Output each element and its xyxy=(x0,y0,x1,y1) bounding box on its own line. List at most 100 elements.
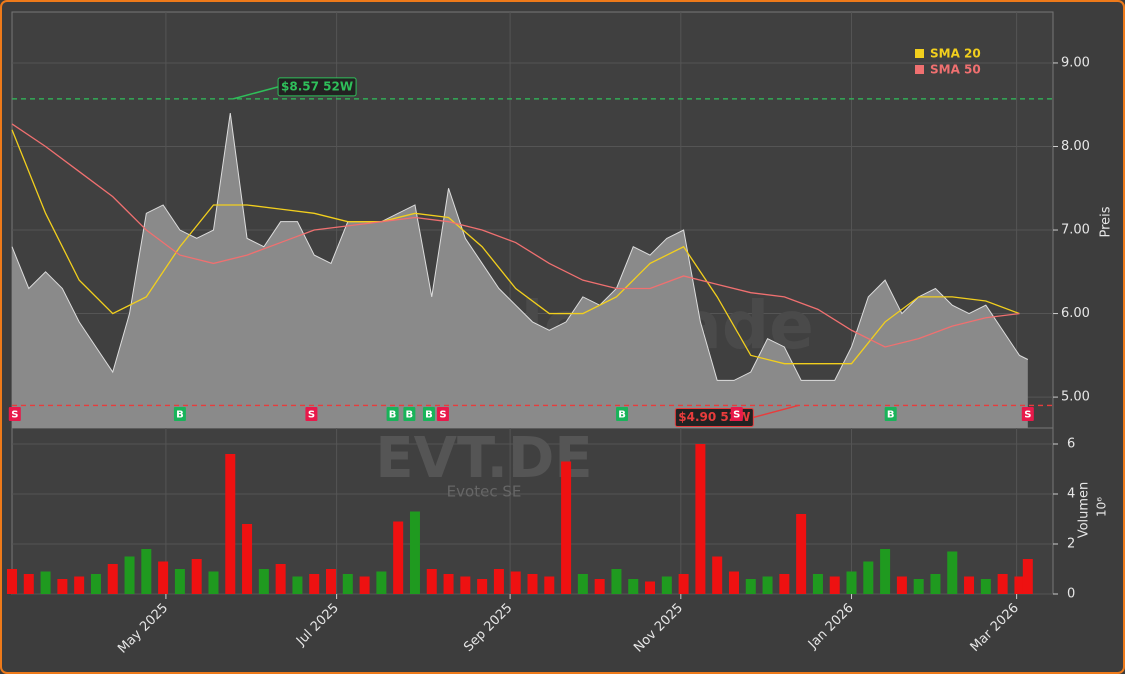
volume-bar xyxy=(1022,559,1033,594)
volume-bar xyxy=(7,569,17,594)
annotation-arrow xyxy=(753,404,799,419)
price-line xyxy=(11,113,1029,381)
volume-bar xyxy=(57,579,68,594)
volume-bar xyxy=(107,564,118,594)
volume-bar xyxy=(712,556,723,594)
volume-bar xyxy=(594,579,605,594)
volume-bar xyxy=(728,571,739,594)
volume-exponent: 10⁶ xyxy=(1095,497,1109,517)
y-tick-label: 6.00 xyxy=(1061,306,1090,321)
volume-bar xyxy=(913,579,924,594)
volume-bar xyxy=(376,571,387,594)
volume-bar xyxy=(493,569,504,594)
volume-bar xyxy=(208,571,219,594)
annotation-arrow xyxy=(232,86,279,100)
y-tick-label: 8.00 xyxy=(1061,139,1090,154)
sma-line xyxy=(11,123,1020,348)
signal-label: B xyxy=(618,410,626,421)
volume-bar xyxy=(611,569,622,594)
y-tick-label: 2 xyxy=(1067,537,1075,552)
signal-label: B xyxy=(176,410,184,421)
signal-label: B xyxy=(406,410,414,421)
volume-bar xyxy=(1014,576,1025,594)
volume-bar xyxy=(174,569,185,594)
volume-bar xyxy=(292,576,303,594)
y-tick-label: 9.00 xyxy=(1061,55,1090,70)
volume-bar xyxy=(359,576,370,594)
volume-bar xyxy=(779,574,790,594)
volume-bar xyxy=(964,576,975,594)
volume-bar xyxy=(544,576,555,594)
volume-bar xyxy=(409,511,420,594)
signal-marker xyxy=(403,407,416,421)
volume-bar xyxy=(393,521,404,594)
signal-marker xyxy=(422,407,435,421)
volume-bar xyxy=(510,571,521,594)
volume-bar xyxy=(863,561,874,594)
volume-bar xyxy=(678,574,689,594)
volume-bar xyxy=(40,571,51,594)
volume-bar xyxy=(342,574,353,594)
volume-bar xyxy=(23,574,34,594)
signal-marker xyxy=(616,407,629,421)
signal-marker xyxy=(1021,407,1034,421)
volume-bar xyxy=(796,514,807,594)
volume-bar xyxy=(745,579,756,594)
volume-bar xyxy=(695,444,706,594)
volume-bar xyxy=(309,574,320,594)
volume-bar xyxy=(880,549,891,594)
y-tick-label: 0 xyxy=(1067,587,1075,602)
annotation-label: $8.57 52W xyxy=(281,79,353,93)
signal-label: B xyxy=(425,410,433,421)
signal-marker xyxy=(386,407,399,421)
volume-bar xyxy=(661,576,672,594)
y-tick-label: 4 xyxy=(1067,487,1075,502)
ticker-watermark: EVT.DE xyxy=(375,426,592,491)
volume-bar xyxy=(90,574,101,594)
price-area xyxy=(12,113,1028,429)
volume-bar xyxy=(997,574,1008,594)
signal-label: S xyxy=(1024,410,1031,421)
signal-label: B xyxy=(887,410,895,421)
legend-label: SMA 50 xyxy=(930,63,981,77)
signal-label: S xyxy=(733,410,740,421)
volume-bar xyxy=(527,574,538,594)
volume-bar xyxy=(191,559,202,594)
volume-bar xyxy=(628,579,639,594)
legend-label: SMA 20 xyxy=(930,47,981,61)
volume-bar xyxy=(980,579,991,594)
signal-marker xyxy=(305,407,318,421)
volume-bar xyxy=(258,569,269,594)
volume-bar xyxy=(812,574,823,594)
signal-marker xyxy=(8,407,21,421)
volume-bar xyxy=(225,454,236,594)
volume-bar xyxy=(829,576,840,594)
sma-line xyxy=(11,129,1020,365)
volume-bar xyxy=(275,564,286,594)
signal-label: S xyxy=(308,410,315,421)
company-watermark: Evotec SE xyxy=(447,483,522,501)
volume-bar xyxy=(158,561,169,594)
volume-bar xyxy=(846,571,857,594)
annotation-box xyxy=(277,77,357,97)
volume-bar xyxy=(896,576,907,594)
volume-axis-label: Volumen xyxy=(1077,482,1092,539)
legend-swatch xyxy=(915,49,924,58)
volume-bar xyxy=(460,576,471,594)
volume-bar xyxy=(762,576,773,594)
volume-bar xyxy=(577,574,588,594)
volume-bar xyxy=(124,556,135,594)
signal-marker xyxy=(884,407,897,421)
signal-marker xyxy=(436,407,449,421)
volume-bar xyxy=(426,569,437,594)
volume-bar xyxy=(74,576,85,594)
volume-bar xyxy=(443,574,454,594)
volume-bar xyxy=(561,461,572,594)
y-tick-label: 5.00 xyxy=(1061,390,1090,405)
volume-bar xyxy=(477,579,488,594)
volume-bar xyxy=(141,549,152,594)
y-tick-label: 6 xyxy=(1067,437,1075,452)
y-tick-label: 7.00 xyxy=(1061,223,1090,238)
